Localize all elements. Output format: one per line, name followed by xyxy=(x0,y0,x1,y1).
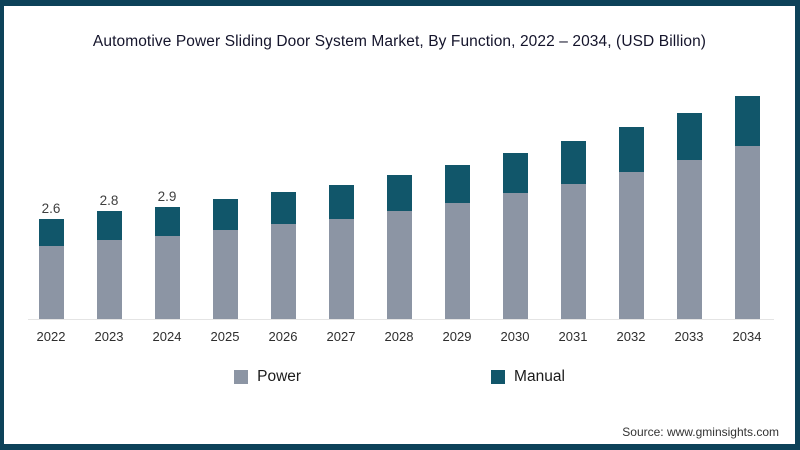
stacked-bar xyxy=(386,174,412,320)
x-axis-tick-label: 2027 xyxy=(326,329,356,344)
bar-column xyxy=(254,85,312,320)
stacked-bar xyxy=(444,165,470,320)
source-text: Source: www.gminsights.com xyxy=(622,425,779,439)
x-axis-tick-label: 2025 xyxy=(210,329,240,344)
stacked-bar xyxy=(560,140,586,320)
legend-item-manual: Manual xyxy=(491,368,565,386)
x-axis-tick-label: 2024 xyxy=(152,329,182,344)
bar-segment-manual xyxy=(212,199,238,231)
x-axis-tick-label: 2028 xyxy=(384,329,414,344)
stacked-bar xyxy=(618,126,644,320)
bar-segment-power xyxy=(618,171,644,320)
bar-segment-manual xyxy=(386,174,412,211)
bar-segment-manual xyxy=(618,126,644,172)
stacked-bar xyxy=(154,206,180,320)
bar-segment-power xyxy=(502,193,528,320)
bar-segment-manual xyxy=(328,185,354,219)
stacked-bar xyxy=(328,185,354,320)
legend-label-manual: Manual xyxy=(514,368,565,385)
bar-segment-manual xyxy=(270,192,296,225)
bar-column xyxy=(660,85,718,320)
stacked-bar xyxy=(38,218,64,320)
bar-column xyxy=(602,85,660,320)
bar-segment-manual xyxy=(96,210,122,241)
x-axis-tick-label: 2033 xyxy=(674,329,704,344)
stacked-bar xyxy=(270,192,296,320)
bar-segment-power xyxy=(734,146,760,320)
bar-value-label: 2.6 xyxy=(41,200,61,216)
bar-column xyxy=(486,85,544,320)
x-axis-tick-label: 2034 xyxy=(732,329,762,344)
chart-title: Automotive Power Sliding Door System Mar… xyxy=(92,33,707,50)
bars-container: 2.6 2.8 2.9 xyxy=(22,85,776,320)
bar-column xyxy=(196,85,254,320)
bar-segment-manual xyxy=(154,206,180,237)
stacked-bar xyxy=(96,210,122,320)
legend-label-power: Power xyxy=(257,368,302,385)
stacked-bar xyxy=(734,95,760,320)
bar-column xyxy=(370,85,428,320)
bar-segment-power xyxy=(270,224,296,320)
plot-area: 2.6 2.8 2.9 xyxy=(22,85,776,320)
bar-column xyxy=(544,85,602,320)
legend-item-power: Power xyxy=(234,368,301,386)
bar-segment-manual xyxy=(676,112,702,161)
x-axis-tick-label: 2026 xyxy=(268,329,298,344)
stacked-bar xyxy=(502,153,528,320)
bar-column xyxy=(428,85,486,320)
bar-segment-power xyxy=(96,240,122,320)
x-axis-tick-label: 2032 xyxy=(616,329,646,344)
x-axis-tick-label: 2030 xyxy=(500,329,530,344)
bar-column: 2.6 xyxy=(22,85,80,320)
manual-swatch-icon xyxy=(491,370,506,384)
bar-segment-power xyxy=(328,218,354,320)
bar-segment-power xyxy=(38,245,64,320)
x-axis-labels: 2022 2023 2024 2025 2026 2027 2028 2029 2030 2031… xyxy=(22,329,776,344)
bar-segment-power xyxy=(444,203,470,320)
bar-column xyxy=(312,85,370,320)
bar-segment-power xyxy=(676,160,702,320)
bar-segment-manual xyxy=(734,95,760,147)
x-axis-tick-label: 2031 xyxy=(558,329,588,344)
bar-segment-manual xyxy=(38,218,64,246)
bar-segment-power xyxy=(386,210,412,320)
bar-segment-power xyxy=(212,230,238,320)
stacked-bar xyxy=(676,112,702,320)
power-swatch-icon xyxy=(234,370,249,384)
bar-segment-manual xyxy=(502,153,528,194)
bar-segment-manual xyxy=(560,140,586,184)
bar-value-label: 2.9 xyxy=(157,188,177,204)
bar-column: 2.8 xyxy=(80,85,138,320)
bar-segment-power xyxy=(154,236,180,320)
bar-column xyxy=(718,85,776,320)
bar-segment-manual xyxy=(444,165,470,203)
x-axis-tick-label: 2029 xyxy=(442,329,472,344)
bar-column: 2.9 xyxy=(138,85,196,320)
legend: Power Manual xyxy=(4,368,795,386)
stacked-bar xyxy=(212,199,238,320)
x-axis-line xyxy=(28,319,774,320)
bar-value-label: 2.8 xyxy=(99,192,119,208)
bar-segment-power xyxy=(560,183,586,320)
x-axis-tick-label: 2022 xyxy=(36,329,66,344)
x-axis-tick-label: 2023 xyxy=(94,329,124,344)
